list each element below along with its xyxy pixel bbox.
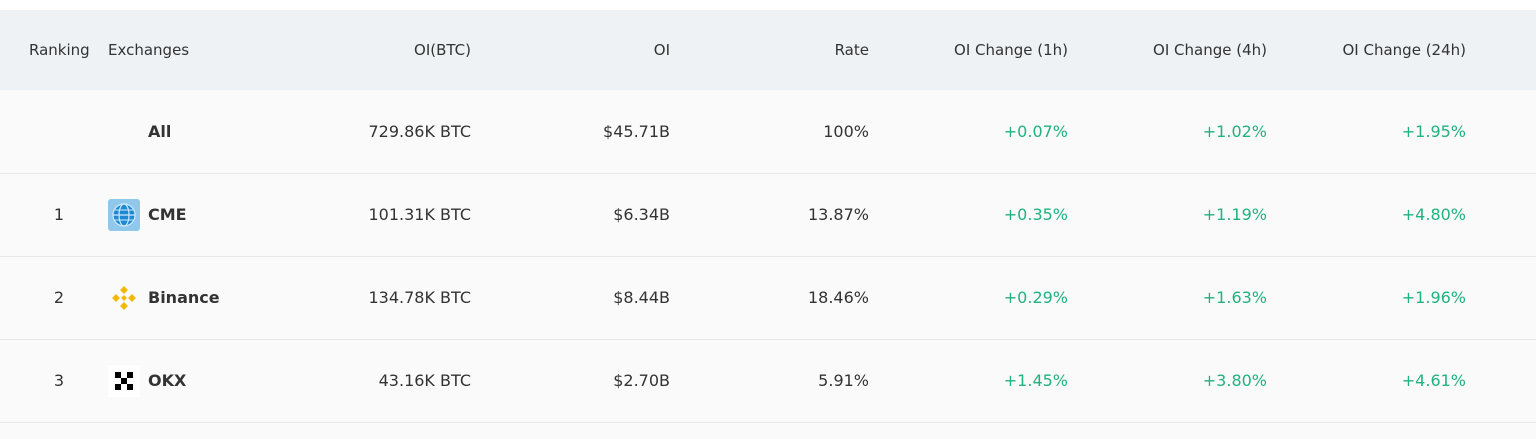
cme-icon <box>108 199 140 231</box>
header-row: Ranking Exchanges OI(BTC) OI Rate OI Cha… <box>0 10 1536 90</box>
table-row: 3 OKX 43.16K BTC $2.70B 5.91% +1.45% +3.… <box>0 340 1536 423</box>
change-1h: +0.07% <box>1003 122 1068 141</box>
change-4h: +1.19% <box>1202 205 1267 224</box>
oi: $8.44B <box>613 288 670 307</box>
header-cell: Rate <box>834 41 869 59</box>
change-1h: +0.35% <box>1003 205 1068 224</box>
table-row: All 729.86K BTC $45.71B 100% +0.07% +1.0… <box>0 91 1536 174</box>
okx-icon <box>108 365 140 397</box>
change-4h: +3.80% <box>1202 371 1267 390</box>
oi-btc: 134.78K BTC <box>368 288 471 307</box>
oi-table: Ranking Exchanges OI(BTC) OI Rate OI Cha… <box>0 10 1536 439</box>
oi: $6.34B <box>613 205 670 224</box>
change-1h: +0.29% <box>1003 288 1068 307</box>
header-cell: OI(BTC) <box>414 41 471 59</box>
exchange-name: OKX <box>148 371 187 390</box>
binance-icon <box>112 286 136 310</box>
table-row: 1 CME 101.31K BTC $6.34B 13.87% +0.35% +… <box>0 174 1536 257</box>
rate: 5.91% <box>818 371 869 390</box>
change-24h: +1.96% <box>1401 288 1466 307</box>
change-24h: +4.80% <box>1401 205 1466 224</box>
header-cell: Exchanges <box>108 41 190 59</box>
oi: $45.71B <box>603 122 670 141</box>
header-cell: Ranking <box>29 41 90 59</box>
exchange-name: Binance <box>148 288 220 307</box>
exchange-name: All <box>148 122 172 141</box>
exchange-name: CME <box>148 205 187 224</box>
change-24h: +4.61% <box>1401 371 1466 390</box>
header-cell: OI Change (4h) <box>1153 41 1267 59</box>
rate: 13.87% <box>807 205 869 224</box>
oi-btc: 43.16K BTC <box>378 371 471 390</box>
rate: 100% <box>823 122 869 141</box>
table-row: 2 Binance 134.78K BTC $8.44B 18.46% +0.2… <box>0 257 1536 340</box>
header-cell: OI Change (1h) <box>954 41 1068 59</box>
change-4h: +1.02% <box>1202 122 1267 141</box>
ranking: 2 <box>53 288 65 307</box>
ranking: 3 <box>53 371 65 390</box>
header-cell: OI <box>653 41 670 59</box>
header-cell: OI Change (24h) <box>1342 41 1467 59</box>
ranking: 1 <box>53 205 65 224</box>
oi: $2.70B <box>613 371 670 390</box>
change-1h: +1.45% <box>1003 371 1068 390</box>
oi-btc: 101.31K BTC <box>368 205 471 224</box>
rate: 18.46% <box>807 288 869 307</box>
change-4h: +1.63% <box>1202 288 1267 307</box>
oi-btc: 729.86K BTC <box>368 122 471 141</box>
change-24h: +1.95% <box>1401 122 1466 141</box>
